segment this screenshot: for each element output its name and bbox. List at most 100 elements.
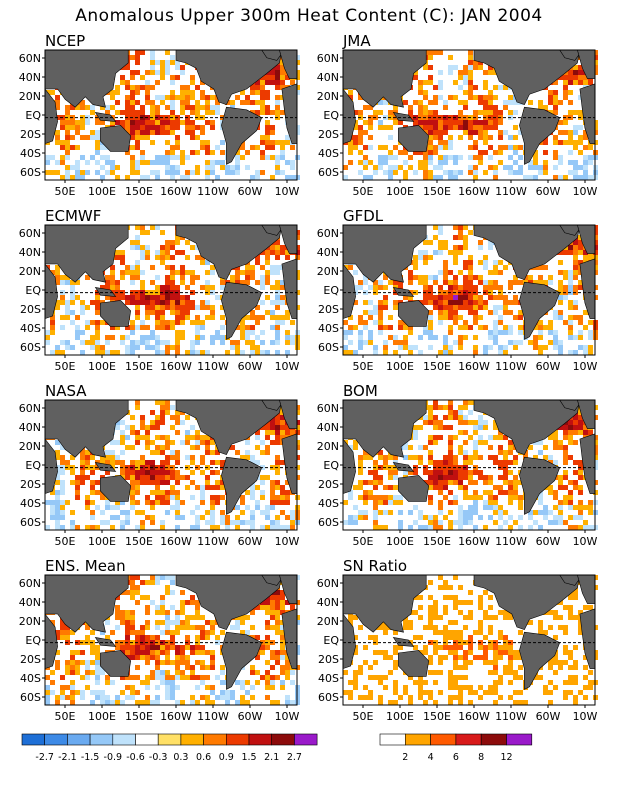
lat-tick-label: 40S [318, 497, 339, 510]
lat-tick-label: 40S [20, 322, 41, 335]
land-mass [100, 300, 132, 327]
panel-label: ECMWF [45, 207, 101, 225]
anomaly-legend-label: -1.5 [81, 752, 100, 763]
lon-tick-label: 10W [573, 535, 598, 548]
land-mass [519, 631, 561, 690]
land-mass [342, 399, 427, 458]
map-panel: ENS. Mean 60N 40N 20N EQ 20S 40S 60S 50E 100E 150E… [19, 557, 300, 723]
land-mass [342, 49, 427, 108]
lat-tick-label: 20S [318, 653, 339, 666]
lat-tick-label: 40S [318, 322, 339, 335]
land-mass [519, 281, 561, 340]
lat-tick-label: 60S [20, 691, 41, 704]
panel-label: NASA [45, 382, 87, 400]
snr-legend-swatch [404, 733, 431, 746]
lon-tick-label: 160W [458, 710, 490, 723]
lon-tick-label: 60W [536, 185, 561, 198]
lon-tick-label: 10W [275, 535, 300, 548]
lat-tick-label: 40N [19, 596, 41, 609]
land-mass [392, 111, 415, 122]
lon-tick-label: 150E [423, 535, 451, 548]
land-mass [175, 574, 283, 630]
lon-tick-label: 110W [197, 360, 229, 373]
lon-tick-label: 60W [238, 185, 263, 198]
lat-tick-label: 60S [318, 341, 339, 354]
lat-tick-label: 60S [318, 166, 339, 179]
land-mass [94, 636, 117, 647]
anomaly-legend-swatch [180, 733, 204, 746]
anomaly-legend-label: 2.1 [264, 752, 279, 763]
snr-legend-label: 6 [453, 752, 459, 763]
lat-tick-label: 20N [317, 265, 339, 278]
map-panel: SN Ratio 60N 40N 20N EQ 20S 40S 60S 50E 100E 150E 1… [317, 557, 598, 723]
land-mass [94, 286, 117, 297]
snr-legend-label: 4 [428, 752, 434, 763]
land-mass [519, 106, 561, 165]
panel-label: NCEP [45, 32, 85, 50]
lon-tick-label: 110W [197, 710, 229, 723]
lon-tick-label: 50E [55, 710, 76, 723]
land-mass [44, 49, 129, 108]
land-mass [473, 49, 581, 105]
land-mass [44, 574, 129, 633]
land-mass [473, 224, 581, 280]
land-mass [398, 125, 430, 152]
lat-tick-label: 20S [20, 478, 41, 491]
lon-tick-label: 150E [125, 185, 153, 198]
lat-tick-label: EQ [25, 284, 41, 297]
land-mass [392, 636, 415, 647]
lon-tick-label: 160W [160, 535, 192, 548]
lon-tick-label: 100E [88, 710, 116, 723]
land-mass [519, 456, 561, 515]
lat-tick-label: 20S [318, 128, 339, 141]
lat-tick-label: 20N [317, 440, 339, 453]
land-mass [44, 399, 129, 458]
lon-tick-label: 50E [55, 535, 76, 548]
map-panel: BOM 60N 40N 20N EQ 20S 40S 60S 50E 100E 150E 160W 11… [317, 382, 598, 548]
lon-tick-label: 10W [275, 360, 300, 373]
lon-tick-label: 160W [458, 360, 490, 373]
lat-tick-label: EQ [25, 634, 41, 647]
lon-tick-label: 60W [536, 535, 561, 548]
anomaly-legend-label: -2.1 [58, 752, 77, 763]
lon-tick-label: 60W [238, 535, 263, 548]
anomaly-legend-swatch [203, 733, 227, 746]
land-mass [94, 111, 117, 122]
lat-tick-label: 20N [19, 615, 41, 628]
lat-tick-label: 20S [20, 653, 41, 666]
figure-title: Anomalous Upper 300m Heat Content (C): J… [75, 6, 543, 26]
lat-tick-label: EQ [323, 284, 339, 297]
anomaly-legend-swatch [135, 733, 159, 746]
lon-tick-label: 160W [160, 360, 192, 373]
lat-tick-label: 60S [20, 341, 41, 354]
lon-tick-label: 150E [125, 360, 153, 373]
lat-tick-label: 60N [317, 577, 339, 590]
lon-tick-label: 50E [353, 535, 374, 548]
lon-tick-label: 100E [88, 185, 116, 198]
snr-legend-label: 2 [402, 752, 408, 763]
lon-tick-label: 10W [573, 710, 598, 723]
lon-tick-label: 100E [386, 185, 414, 198]
lon-tick-label: 160W [160, 185, 192, 198]
lat-tick-label: 20N [19, 265, 41, 278]
snr-legend-swatch [506, 733, 533, 746]
lon-tick-label: 110W [495, 360, 527, 373]
panel-label: SN Ratio [343, 557, 407, 575]
lat-tick-label: 20N [317, 90, 339, 103]
land-mass [100, 650, 132, 677]
lon-tick-label: 110W [197, 535, 229, 548]
lat-tick-label: 20N [19, 90, 41, 103]
lat-tick-label: 20S [318, 303, 339, 316]
snr-legend-swatch [430, 733, 457, 746]
lon-tick-label: 150E [125, 535, 153, 548]
lat-tick-label: 40S [318, 672, 339, 685]
anomaly-legend-swatch [67, 733, 91, 746]
lon-tick-label: 110W [495, 185, 527, 198]
lon-tick-label: 50E [353, 710, 374, 723]
legends-group: -2.7 -2.1 -1.5 -0.9 -0.6 -0.3 0.3 0.6 0.9 1.5 2.1 2… [21, 733, 533, 763]
land-mass [398, 300, 430, 327]
lat-tick-label: 20S [20, 303, 41, 316]
lat-tick-label: 60N [317, 227, 339, 240]
lon-tick-label: 150E [125, 710, 153, 723]
land-mass [221, 456, 263, 515]
